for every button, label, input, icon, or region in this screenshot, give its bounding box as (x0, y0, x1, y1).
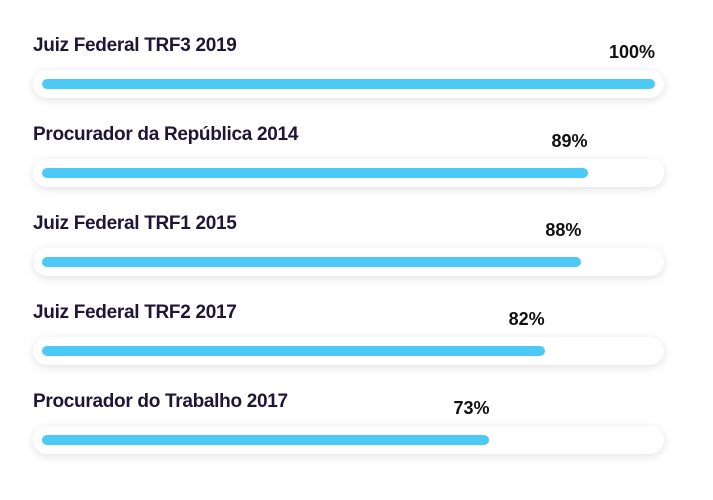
progress-item-percent: 82% (508, 309, 545, 329)
progress-item-label: Juiz Federal TRF2 2017 (33, 302, 237, 323)
progress-item: Juiz Federal TRF3 2019 100% (33, 34, 664, 123)
progress-bar-list: Juiz Federal TRF3 2019 100% Procurador d… (33, 34, 664, 479)
progress-fill (42, 346, 545, 356)
progress-item: Procurador da República 2014 89% (33, 123, 664, 212)
progress-fill (42, 435, 490, 445)
progress-fill (42, 257, 582, 267)
progress-item-label: Juiz Federal TRF1 2015 (33, 213, 237, 234)
progress-item-label: Procurador da República 2014 (33, 124, 299, 145)
progress-item: Juiz Federal TRF2 2017 82% (33, 301, 664, 390)
progress-fill (42, 79, 655, 89)
progress-item-percent: 73% (453, 398, 490, 418)
progress-item: Procurador do Trabalho 2017 73% (33, 390, 664, 479)
progress-track (33, 248, 664, 276)
progress-track (33, 337, 664, 365)
progress-fill (42, 168, 588, 178)
progress-item-percent: 100% (608, 42, 655, 62)
progress-item-percent: 89% (551, 131, 588, 151)
progress-item-label: Procurador do Trabalho 2017 (33, 391, 288, 412)
progress-item-percent: 88% (545, 220, 582, 240)
progress-track (33, 70, 664, 98)
progress-track (33, 159, 664, 187)
progress-track (33, 426, 664, 454)
progress-item-label: Juiz Federal TRF3 2019 (33, 35, 237, 56)
progress-item: Juiz Federal TRF1 2015 88% (33, 212, 664, 301)
